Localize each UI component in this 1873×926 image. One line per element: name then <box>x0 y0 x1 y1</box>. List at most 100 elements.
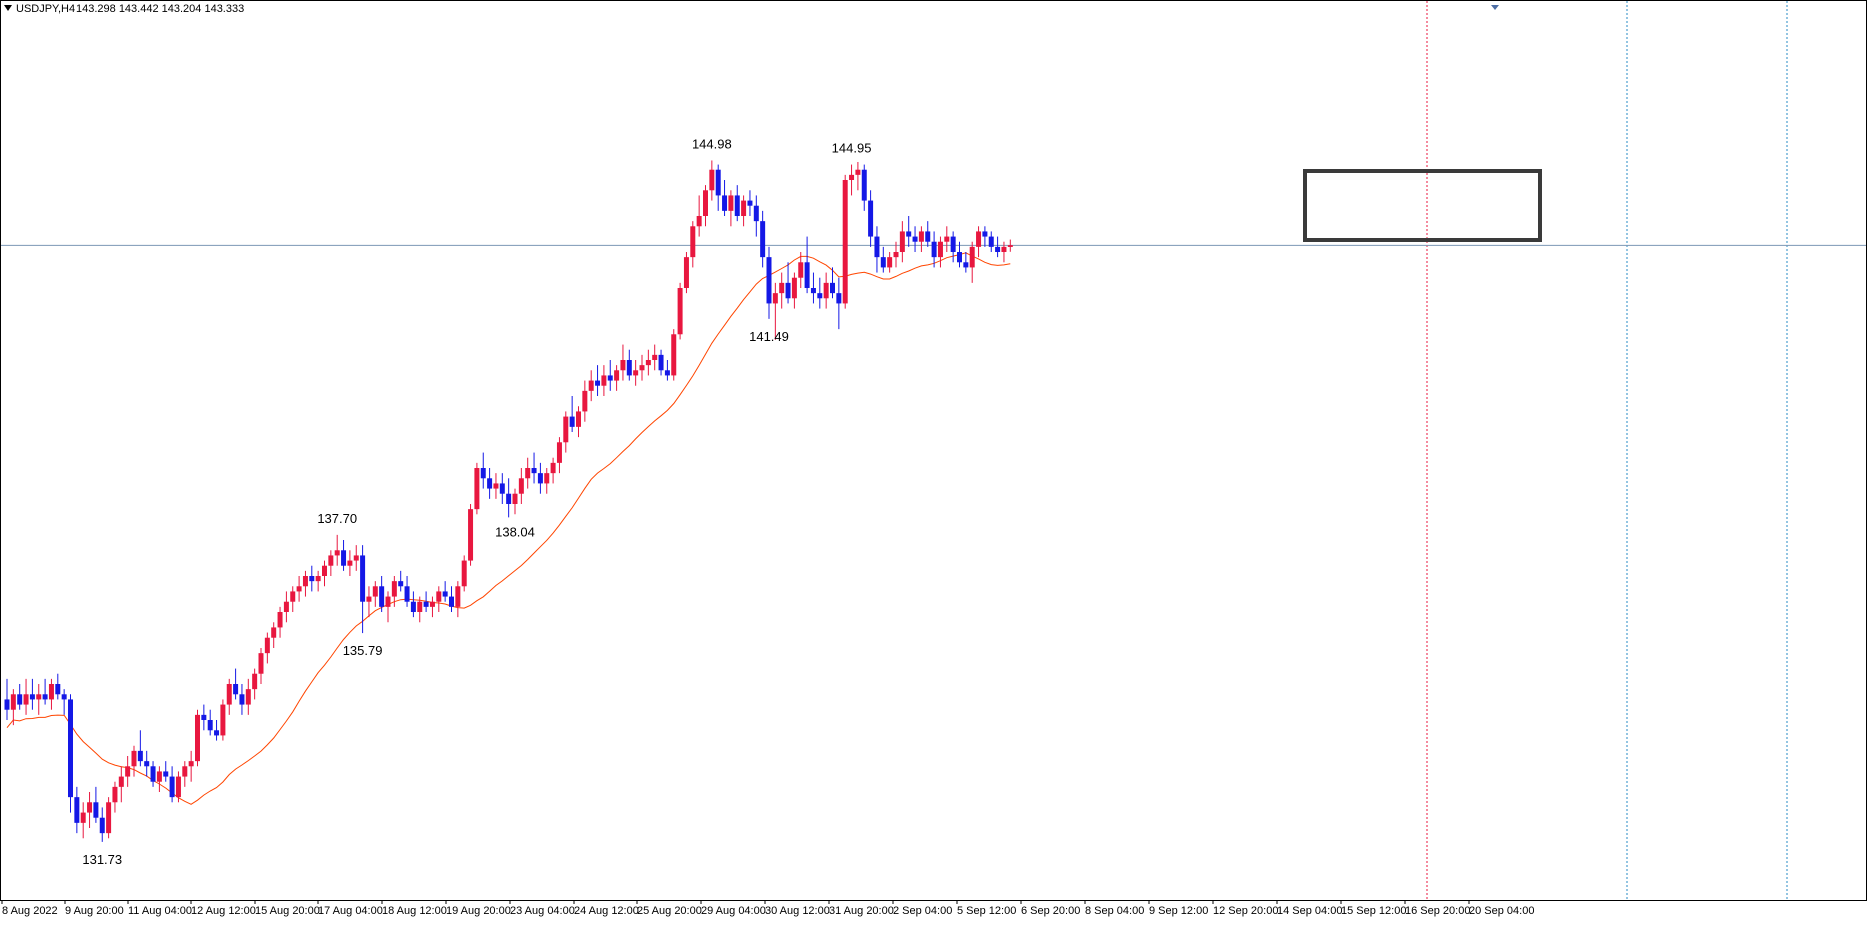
candle[interactable] <box>220 699 226 741</box>
candle[interactable] <box>537 462 543 494</box>
candle[interactable] <box>417 596 423 623</box>
candle[interactable] <box>785 262 791 304</box>
candle[interactable] <box>125 756 131 787</box>
candle[interactable] <box>830 267 835 299</box>
candle[interactable] <box>322 560 327 587</box>
candle[interactable] <box>525 457 531 489</box>
candle[interactable] <box>709 160 715 201</box>
candle[interactable] <box>652 344 658 371</box>
candle[interactable] <box>175 771 181 803</box>
candle[interactable] <box>258 648 264 684</box>
candle[interactable] <box>576 406 581 438</box>
candle[interactable] <box>385 591 391 623</box>
candle[interactable] <box>595 365 601 396</box>
candle[interactable] <box>804 236 810 294</box>
candle[interactable] <box>715 164 721 211</box>
candle[interactable] <box>747 190 753 216</box>
candle[interactable] <box>772 282 778 340</box>
candle[interactable] <box>436 586 442 612</box>
candle[interactable] <box>99 807 105 842</box>
candle[interactable] <box>379 576 385 612</box>
candle[interactable] <box>474 462 480 515</box>
candle[interactable] <box>518 468 524 504</box>
candle[interactable] <box>423 591 429 612</box>
candle[interactable] <box>868 190 874 247</box>
candle[interactable] <box>887 252 893 273</box>
candle[interactable] <box>760 210 766 268</box>
candle[interactable] <box>398 570 404 592</box>
candle[interactable] <box>36 684 42 715</box>
candle[interactable] <box>899 221 905 263</box>
candle[interactable] <box>112 781 118 813</box>
candle[interactable] <box>195 709 200 767</box>
candle[interactable] <box>449 586 454 612</box>
candle[interactable] <box>163 761 169 782</box>
candle[interactable] <box>633 360 639 386</box>
candle[interactable] <box>918 226 924 252</box>
candle[interactable] <box>480 452 486 489</box>
candle[interactable] <box>23 678 29 715</box>
candle[interactable] <box>372 581 378 607</box>
candle[interactable] <box>690 221 696 268</box>
candle[interactable] <box>607 360 613 391</box>
candle[interactable] <box>880 246 886 273</box>
candle[interactable] <box>798 252 804 288</box>
candle[interactable] <box>957 241 962 268</box>
candle[interactable] <box>207 709 213 736</box>
candle[interactable] <box>461 555 467 592</box>
candle[interactable] <box>906 216 912 247</box>
candle[interactable] <box>614 365 620 391</box>
candle[interactable] <box>106 797 112 839</box>
candle[interactable] <box>48 678 54 710</box>
candle[interactable] <box>455 581 461 618</box>
candle[interactable] <box>61 689 67 715</box>
candle[interactable] <box>582 380 588 422</box>
candle[interactable] <box>588 370 594 402</box>
candle[interactable] <box>969 241 975 283</box>
candle[interactable] <box>360 545 366 634</box>
candle[interactable] <box>861 164 867 211</box>
candle[interactable] <box>995 236 1001 258</box>
candle[interactable] <box>169 766 175 803</box>
candle[interactable] <box>182 761 188 787</box>
candle[interactable] <box>226 678 232 715</box>
candle[interactable] <box>42 678 48 705</box>
candle[interactable] <box>93 786 99 823</box>
candle[interactable] <box>201 704 207 731</box>
candle[interactable] <box>550 457 556 484</box>
candle[interactable] <box>68 694 73 813</box>
candle[interactable] <box>239 684 245 715</box>
candle[interactable] <box>302 570 308 597</box>
candle[interactable] <box>639 354 645 381</box>
candle[interactable] <box>817 277 823 309</box>
candle[interactable] <box>87 792 93 828</box>
candle[interactable] <box>506 478 512 518</box>
candle[interactable] <box>569 396 575 432</box>
candle[interactable] <box>118 766 124 803</box>
candle[interactable] <box>347 550 353 576</box>
candle[interactable] <box>766 246 772 319</box>
candle[interactable] <box>391 576 397 607</box>
candle[interactable] <box>309 565 315 592</box>
candle[interactable] <box>493 473 499 499</box>
candle[interactable] <box>277 606 283 638</box>
candle[interactable] <box>144 750 150 777</box>
candle[interactable] <box>944 226 950 252</box>
candle[interactable] <box>976 226 982 258</box>
candle[interactable] <box>791 272 797 309</box>
candle[interactable] <box>283 591 289 623</box>
candle[interactable] <box>779 272 785 309</box>
candle[interactable] <box>849 164 855 196</box>
candle[interactable] <box>328 550 334 576</box>
candle[interactable] <box>963 252 969 273</box>
candle[interactable] <box>55 673 61 700</box>
candle[interactable] <box>728 190 734 227</box>
candle[interactable] <box>131 745 137 777</box>
candle[interactable] <box>937 236 943 268</box>
candle[interactable] <box>29 678 35 710</box>
candle[interactable] <box>677 282 683 340</box>
candle[interactable] <box>156 766 162 792</box>
candle[interactable] <box>315 570 321 592</box>
consolidation-rectangle[interactable] <box>1303 169 1542 242</box>
